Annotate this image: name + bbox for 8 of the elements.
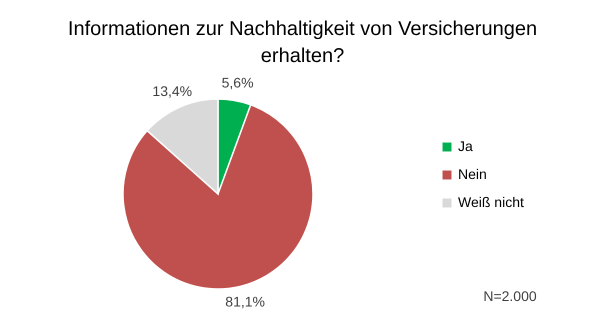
data-label: 5,6% (222, 74, 254, 91)
legend-label: Ja (458, 138, 473, 154)
data-label: 81,1% (225, 294, 265, 310)
data-label: 13,4% (152, 82, 192, 99)
chart-title: Informationen zur Nachhaltigkeit von Versicherungen erhalten? (68, 18, 538, 67)
legend-label: Weiß nicht (458, 194, 524, 210)
legend-label: Nein (458, 166, 487, 182)
text: N=2.000 (483, 288, 537, 304)
